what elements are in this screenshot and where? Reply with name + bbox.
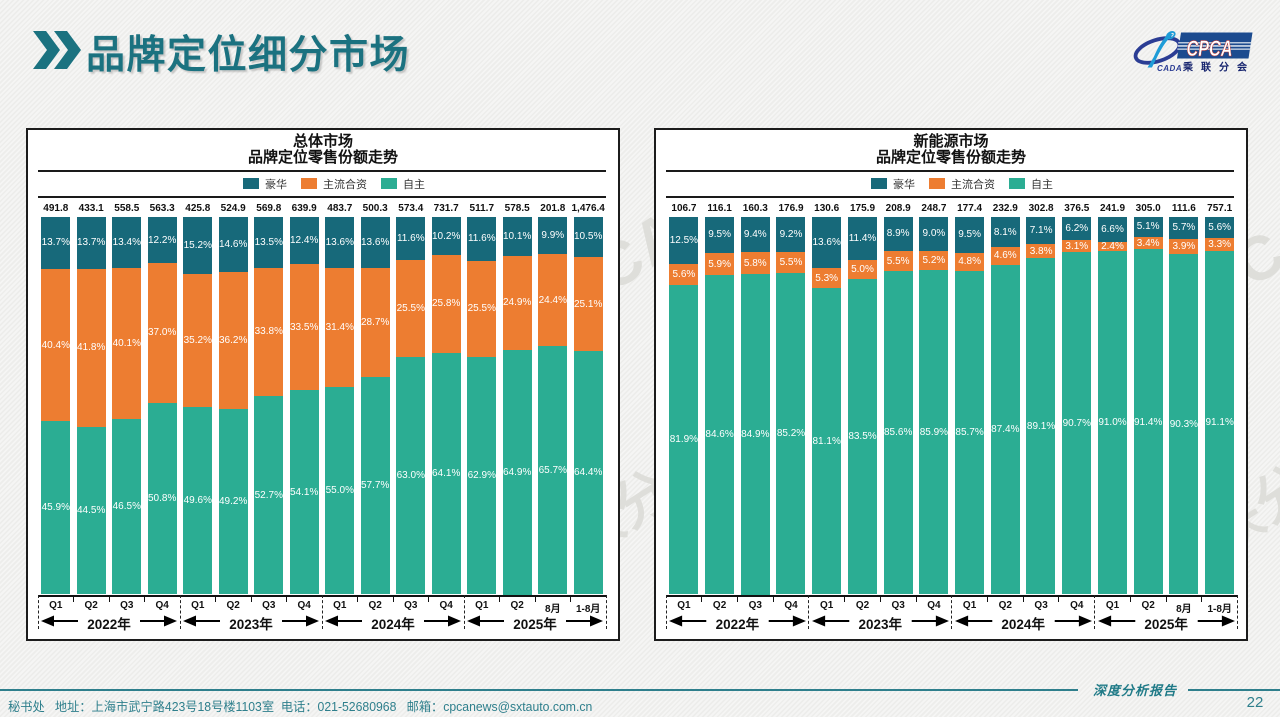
svg-text:乘联分会: 乘联分会	[1182, 61, 1254, 73]
svg-text:CPCA: CPCA	[1187, 36, 1233, 61]
svg-text:CADA: CADA	[1157, 64, 1182, 72]
